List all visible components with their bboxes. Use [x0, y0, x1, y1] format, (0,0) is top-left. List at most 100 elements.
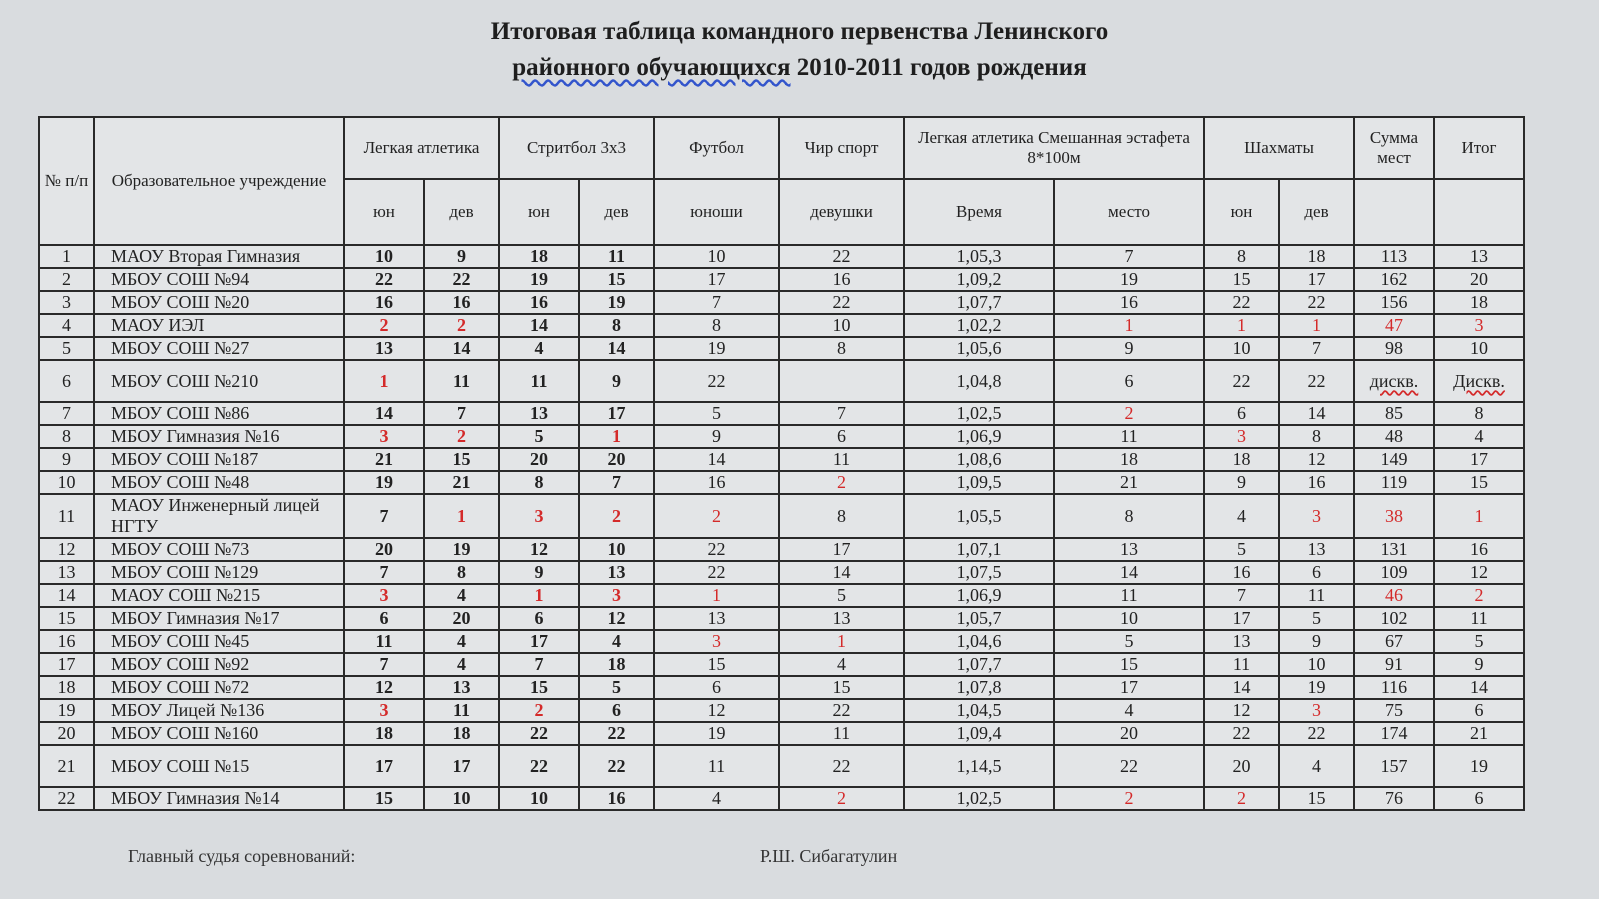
cell-sum: 67 — [1353, 629, 1435, 654]
cell-sum: 119 — [1353, 470, 1435, 495]
cell-chess-boys: 2 — [1203, 786, 1280, 811]
cell-sb-girls: 1 — [578, 424, 655, 449]
cell-relay-place: 19 — [1053, 267, 1205, 292]
results-body: 1 МАОУ Вторая Гимназия 10 9 18 11 10 22 1,05,3 7 8… — [38, 244, 1525, 811]
cell-sum: дискв. — [1353, 359, 1435, 403]
cell-football: 22 — [653, 560, 780, 585]
cell-ath-girls: 20 — [423, 606, 500, 631]
cell-sb-boys: 19 — [498, 267, 580, 292]
results-table: № п/п Образовательное учреждение Легкая … — [38, 116, 1525, 811]
cell-chess-girls: 3 — [1278, 493, 1355, 539]
header-sum: Сумма мест — [1353, 116, 1435, 180]
header-athletics: Легкая атлетика — [343, 116, 500, 180]
cell-football: 19 — [653, 721, 780, 746]
cell-school: МБОУ СОШ №210 — [93, 359, 345, 403]
header-total: Итог — [1433, 116, 1525, 180]
cell-sb-girls: 4 — [578, 629, 655, 654]
cell-relay-place: 11 — [1053, 583, 1205, 608]
cell-ath-girls: 8 — [423, 560, 500, 585]
cell-relay-time: 1,02,5 — [903, 786, 1055, 811]
cell-school: МБОУ Лицей №136 — [93, 698, 345, 723]
table-row: 18 МБОУ СОШ №72 12 13 15 5 6 15 1,07,8 17 14 19 116 1… — [38, 675, 1525, 700]
cell-sum: 102 — [1353, 606, 1435, 631]
cell-ath-boys: 3 — [343, 698, 425, 723]
cell-relay-place: 16 — [1053, 290, 1205, 315]
cell-num: 22 — [38, 786, 95, 811]
cell-chess-boys: 16 — [1203, 560, 1280, 585]
cell-relay-place: 1 — [1053, 313, 1205, 338]
cell-chess-boys: 15 — [1203, 267, 1280, 292]
cell-num: 11 — [38, 493, 95, 539]
cell-school: МБОУ СОШ №20 — [93, 290, 345, 315]
sub-cheer-girls: девушки — [778, 178, 905, 246]
header-cheer: Чир спорт — [778, 116, 905, 180]
cell-num: 10 — [38, 470, 95, 495]
cell-ath-girls: 11 — [423, 359, 500, 403]
cell-chess-girls: 5 — [1278, 606, 1355, 631]
cell-total: 15 — [1433, 470, 1525, 495]
cell-chess-girls: 6 — [1278, 560, 1355, 585]
cell-ath-boys: 13 — [343, 336, 425, 361]
cell-relay-time: 1,09,2 — [903, 267, 1055, 292]
cell-sum: 149 — [1353, 447, 1435, 472]
cell-sum: 174 — [1353, 721, 1435, 746]
cell-num: 9 — [38, 447, 95, 472]
cell-football: 16 — [653, 470, 780, 495]
cell-sb-girls: 6 — [578, 698, 655, 723]
cell-ath-girls: 11 — [423, 698, 500, 723]
cell-chess-boys: 18 — [1203, 447, 1280, 472]
title-underlined-part: районного обучающихся — [512, 54, 791, 81]
cell-ath-girls: 17 — [423, 744, 500, 788]
cell-football: 13 — [653, 606, 780, 631]
cell-relay-time: 1,09,4 — [903, 721, 1055, 746]
cell-sum: 162 — [1353, 267, 1435, 292]
cell-sb-boys: 15 — [498, 675, 580, 700]
cell-football: 14 — [653, 447, 780, 472]
cell-chess-girls: 11 — [1278, 583, 1355, 608]
cell-chess-girls: 17 — [1278, 267, 1355, 292]
cell-total: 17 — [1433, 447, 1525, 472]
cell-cheer: 17 — [778, 537, 905, 562]
cell-cheer: 8 — [778, 493, 905, 539]
cell-sb-boys: 1 — [498, 583, 580, 608]
table-row: 6 МБОУ СОШ №210 1 11 11 9 22 1,04,8 6 22 22 дискв. Д… — [38, 359, 1525, 403]
judge-name: Р.Ш. Сибагатулин — [760, 846, 898, 866]
cell-ath-boys: 3 — [343, 583, 425, 608]
cell-sum: 109 — [1353, 560, 1435, 585]
cell-football: 19 — [653, 336, 780, 361]
cell-relay-place: 22 — [1053, 744, 1205, 788]
table-row: 2 МБОУ СОШ №94 22 22 19 15 17 16 1,09,2 19 15 17 162… — [38, 267, 1525, 292]
cell-ath-boys: 7 — [343, 560, 425, 585]
cell-sb-boys: 2 — [498, 698, 580, 723]
table-row: 15 МБОУ Гимназия №17 6 20 6 12 13 13 1,05,7 10 17 5… — [38, 606, 1525, 631]
cell-sb-girls: 22 — [578, 744, 655, 788]
cell-sb-girls: 16 — [578, 786, 655, 811]
cell-chess-girls: 1 — [1278, 313, 1355, 338]
cell-sb-girls: 2 — [578, 493, 655, 539]
title-line-2: районного обучающихся 2010-2011 годов ро… — [0, 50, 1599, 86]
header-num: № п/п — [38, 116, 95, 246]
cell-school: МАОУ Вторая Гимназия — [93, 244, 345, 269]
cell-relay-time: 1,05,6 — [903, 336, 1055, 361]
cell-num: 21 — [38, 744, 95, 788]
cell-sb-girls: 5 — [578, 675, 655, 700]
cell-sb-girls: 3 — [578, 583, 655, 608]
cell-chess-boys: 22 — [1203, 721, 1280, 746]
cell-relay-place: 9 — [1053, 336, 1205, 361]
cell-ath-girls: 15 — [423, 447, 500, 472]
sub-total — [1433, 178, 1525, 246]
cell-ath-boys: 3 — [343, 424, 425, 449]
cell-total: 19 — [1433, 744, 1525, 788]
cell-cheer: 16 — [778, 267, 905, 292]
cell-sum: 113 — [1353, 244, 1435, 269]
cell-football: 2 — [653, 493, 780, 539]
cell-ath-girls: 4 — [423, 629, 500, 654]
cell-relay-time: 1,04,8 — [903, 359, 1055, 403]
cell-sb-girls: 14 — [578, 336, 655, 361]
cell-school: МБОУ Гимназия №16 — [93, 424, 345, 449]
cell-football: 10 — [653, 244, 780, 269]
cell-relay-place: 7 — [1053, 244, 1205, 269]
cell-ath-boys: 18 — [343, 721, 425, 746]
cell-ath-girls: 18 — [423, 721, 500, 746]
cell-school: МАОУ Инженерный лицей НГТУ — [93, 493, 345, 539]
